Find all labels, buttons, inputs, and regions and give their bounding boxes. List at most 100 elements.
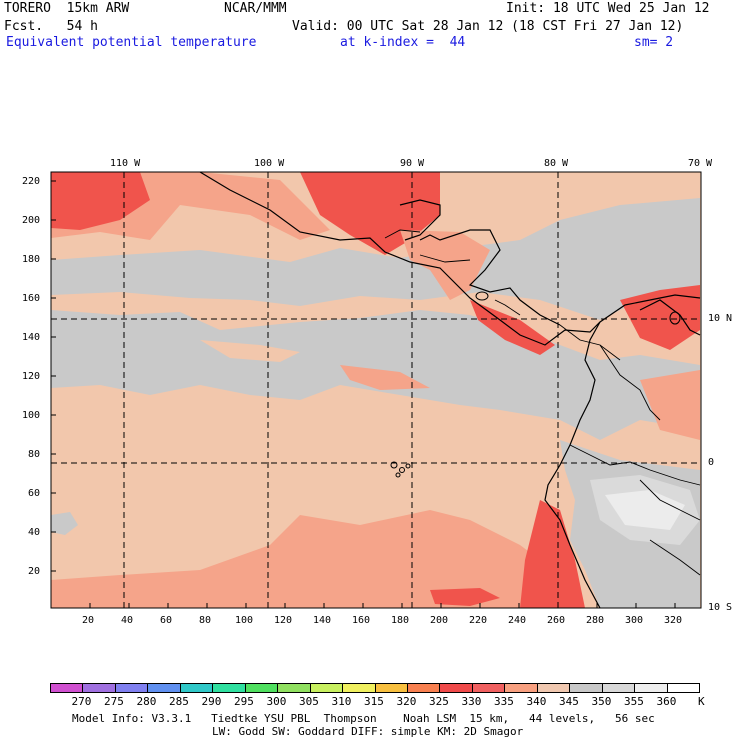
field-shading-340-pocket	[200, 340, 300, 362]
legend-value-6: 300	[266, 695, 287, 708]
color-bar-bin-2	[115, 684, 149, 692]
border-peru-brazil	[639, 479, 701, 521]
x-tick-200: 200	[430, 615, 449, 626]
color-bar-bin-13	[472, 684, 506, 692]
legend-value-16: 350	[591, 695, 612, 708]
y-tick-120: 120	[22, 371, 41, 382]
coastlines	[199, 172, 701, 608]
x-tick-160: 160	[352, 615, 371, 626]
x-tick-320: 320	[664, 615, 683, 626]
color-bar-bin-10	[375, 684, 408, 692]
color-bar-bin-19	[667, 684, 700, 692]
legend-value-17: 355	[624, 695, 644, 708]
y-tick-20: 20	[28, 566, 41, 577]
lon-label-100w: 100 W	[254, 158, 285, 169]
color-bar-bin-5	[213, 684, 246, 692]
lon-label-90w: 90 W	[400, 158, 425, 169]
lon-label-110w: 110 W	[110, 158, 141, 169]
border-colombia-peru	[599, 344, 661, 421]
y-tick-80: 80	[28, 449, 41, 460]
legend-value-2: 280	[136, 695, 157, 708]
legend-value-9: 315	[364, 695, 384, 708]
legend-value-13: 335	[494, 695, 514, 708]
field-shading-335-south	[51, 510, 540, 608]
legend-value-1: 275	[104, 695, 124, 708]
level-info: at k-index = 44	[340, 35, 466, 50]
color-bar-bin-1	[83, 684, 116, 692]
legend-value-3: 285	[169, 695, 189, 708]
field-shading-335-east	[640, 370, 700, 440]
border-costa-rica	[494, 299, 521, 316]
yucatan-coastline	[399, 199, 441, 241]
color-bar-bin-6	[245, 684, 279, 692]
field-shading-355	[605, 490, 685, 530]
field-shading-345-north	[51, 198, 700, 320]
y-tick-220: 220	[22, 176, 41, 187]
legend-value-12: 330	[461, 695, 482, 708]
legend-value-8: 310	[331, 695, 352, 708]
organization: NCAR/MMM	[224, 1, 287, 16]
model-info: Model Info: V3.3.1 Tiedtke YSU PBL Thomp…	[72, 712, 655, 725]
x-tick-220: 220	[469, 615, 488, 626]
x-tick-140: 140	[313, 615, 332, 626]
lakes	[475, 291, 681, 325]
model-name: TORERO 15km ARW	[4, 1, 130, 16]
color-bar-bin-8	[310, 684, 344, 692]
lat-lon-grid	[51, 172, 701, 608]
color-bar-bin-18	[635, 684, 668, 692]
field-shading-345-west	[51, 512, 78, 535]
axis-ticks	[51, 180, 676, 608]
color-bar-bin-17	[602, 684, 636, 692]
border-ecuador-peru	[569, 444, 701, 486]
border-guatemala	[384, 229, 421, 239]
pacific-coastline-north	[199, 172, 701, 346]
legend-value-18: 360	[656, 695, 677, 708]
field-shading-330-peru-coast	[520, 500, 585, 608]
map-frame	[50, 171, 702, 609]
smoothing-info: sm= 2	[634, 35, 674, 50]
field-shading-330-colombia	[620, 285, 700, 350]
lat-label-10s: 10 S	[708, 602, 733, 613]
y-tick-100: 100	[22, 410, 41, 421]
legend-value-15: 345	[559, 695, 579, 708]
x-tick-120: 120	[274, 615, 293, 626]
y-tick-160: 160	[22, 293, 41, 304]
field-shading-335-streak	[340, 365, 430, 390]
border-honduras	[419, 254, 471, 263]
x-tick-60: 60	[160, 615, 173, 626]
lon-label-80w: 80 W	[544, 158, 569, 169]
legend-value-14: 340	[526, 695, 547, 708]
color-bar-bin-16	[570, 684, 603, 692]
x-tick-180: 180	[391, 615, 410, 626]
color-bar-bin-9	[343, 684, 376, 692]
x-tick-40: 40	[121, 615, 134, 626]
color-bar	[50, 683, 700, 693]
map-plot-area	[51, 172, 701, 608]
valid-time: Valid: 00 UTC Sat 28 Jan 12 (18 CST Fri …	[292, 19, 684, 34]
galapagos-islands	[390, 461, 411, 478]
x-tick-20: 20	[82, 615, 95, 626]
y-tick-40: 40	[28, 527, 41, 538]
y-tick-180: 180	[22, 254, 41, 265]
lat-label-0: 0	[708, 457, 715, 468]
color-bar-bin-11	[407, 684, 441, 692]
caribbean-coastline	[419, 229, 561, 326]
y-tick-200: 200	[22, 215, 41, 226]
x-tick-280: 280	[586, 615, 605, 626]
field-shading-330-south-patch	[430, 588, 500, 606]
x-tick-80: 80	[199, 615, 212, 626]
y-tick-60: 60	[28, 488, 41, 499]
color-bar-bin-12	[440, 684, 473, 692]
color-bar-bin-7	[278, 684, 311, 692]
x-tick-300: 300	[625, 615, 644, 626]
legend-value-0: 270	[71, 695, 92, 708]
x-tick-240: 240	[508, 615, 527, 626]
color-bar-bin-3	[148, 684, 181, 692]
forecast-hour: Fcst. 54 h	[4, 19, 98, 34]
south-america-west-coast	[544, 321, 601, 608]
lon-label-70w: 70 W	[688, 158, 713, 169]
init-time: Init: 18 UTC Wed 25 Jan 12	[506, 1, 710, 16]
color-bar-bin-14	[505, 684, 538, 692]
color-bar-bin-0	[51, 684, 84, 692]
field-shading-330-northwest	[51, 172, 150, 230]
